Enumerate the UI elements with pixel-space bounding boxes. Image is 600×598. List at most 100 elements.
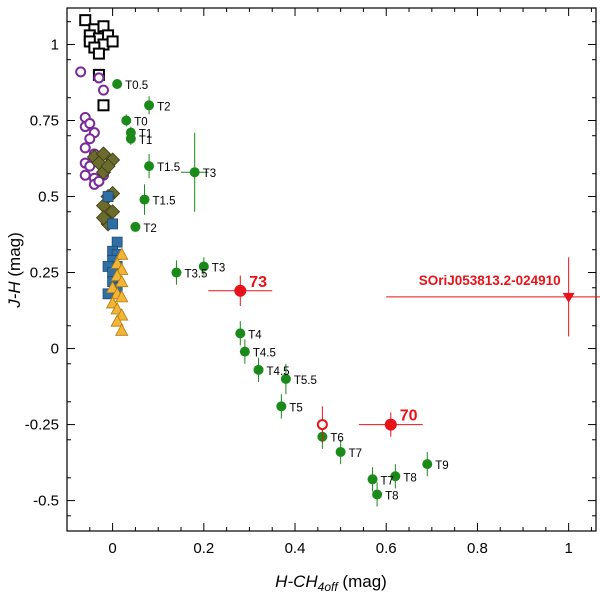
highlight-label: 70	[400, 408, 418, 425]
filled-square-point	[102, 288, 114, 300]
t-dwarf-point	[253, 364, 264, 375]
t-dwarf-label: T3	[203, 168, 216, 180]
x-tick-label: 1	[564, 540, 572, 557]
t-dwarf-point	[422, 459, 433, 470]
x-tick-label: 0.4	[285, 540, 306, 557]
t-dwarf-point	[280, 373, 291, 384]
t-dwarf-point	[139, 194, 150, 205]
x-tick-labels: 0 0.2 0.4 0.6 0.8 1	[108, 540, 572, 557]
t-dwarf-label: T5.5	[294, 375, 317, 387]
x-axis-title-unit: (mag)	[338, 572, 387, 591]
open-square-point	[97, 99, 110, 112]
y-tick-labels: -0.5 -0.25 0 0.25 0.5 0.75 1	[25, 36, 59, 509]
t-dwarf-point	[130, 221, 141, 232]
t-dwarf-label: T4.5	[253, 348, 276, 360]
open-circle-point	[93, 72, 105, 84]
t-dwarf-point	[372, 489, 383, 500]
t-dwarf-label: T1	[139, 135, 152, 147]
t-dwarf-label: T7	[349, 448, 362, 460]
y-tick-label: 0.5	[38, 189, 59, 206]
open-circle-point	[75, 66, 87, 78]
upper-limit-label: SOriJ053813.2-024910	[419, 273, 561, 288]
t-dwarf-point	[390, 471, 401, 482]
open-square-point	[79, 14, 92, 27]
t-dwarf-label: T5	[289, 402, 302, 414]
open-circle-point	[93, 175, 105, 187]
diamond-point	[100, 158, 116, 174]
t-dwarf-label: T1.5	[157, 162, 180, 174]
triangle-point	[110, 314, 124, 327]
upper-limit-point	[562, 292, 575, 303]
t-dwarf-point	[144, 100, 155, 111]
t-dwarf-point	[171, 267, 182, 278]
diamond-point	[95, 210, 112, 226]
highlight-point	[384, 418, 397, 431]
x-axis-title: H-CH4off (mag)	[275, 572, 387, 594]
filled-square-point	[102, 191, 114, 202]
t-dwarf-point	[198, 261, 209, 272]
y-axis-title: J-H (mag)	[5, 232, 24, 309]
t-dwarf-label: T7	[381, 475, 394, 487]
t-dwarf-label: T3	[212, 262, 225, 274]
data-marks	[75, 14, 600, 507]
t-dwarf-point	[112, 79, 123, 90]
t-dwarf-label: T4.5	[267, 366, 290, 378]
t-dwarf-point	[335, 446, 346, 457]
t-dwarf-label: T9	[435, 460, 448, 472]
y-tick-label: -0.25	[25, 417, 59, 434]
t-dwarf-label: T4	[248, 329, 262, 341]
filled-square-point	[107, 218, 119, 230]
x-tick-label: 0.2	[193, 540, 214, 557]
t-dwarf-label: T8	[385, 491, 398, 503]
highlight-point	[234, 284, 247, 297]
y-tick-label: 0.75	[30, 113, 59, 130]
t-dwarf-label: T1	[139, 129, 152, 141]
triangle-point	[115, 247, 129, 260]
axis-ticks	[66, 8, 596, 531]
t-dwarf-label: T2	[143, 223, 156, 235]
y-tick-label: 0.25	[30, 265, 59, 282]
highlight-open-point	[316, 419, 328, 431]
highlight-label: 73	[249, 274, 267, 291]
open-circle-point	[97, 84, 109, 96]
open-square-point	[106, 35, 119, 48]
t-dwarf-point	[121, 115, 132, 126]
open-circle-point	[79, 142, 91, 154]
y-axis-title-unit: (mag)	[5, 232, 24, 281]
x-axis-title-main: H-CH	[275, 572, 318, 591]
triangle-point	[115, 274, 129, 288]
t-dwarf-point	[189, 167, 200, 178]
t-dwarf-point	[367, 474, 378, 485]
t-dwarf-point	[125, 133, 136, 144]
t-dwarf-label: T2	[157, 101, 170, 113]
open-square-point	[92, 47, 105, 60]
t-dwarf-label: T3.5	[184, 269, 207, 281]
triangle-point	[115, 323, 129, 336]
x-axis-title-sub: 4off	[318, 580, 340, 594]
t-dwarf-point	[239, 346, 250, 357]
point-labels: T0.5T2T0T1T1T1.5T3T1.5T2T3.5T3T4T4.5T4.5…	[125, 80, 560, 502]
t-dwarf-point	[276, 401, 287, 412]
open-circle-point	[84, 133, 96, 145]
open-circle-point	[84, 118, 96, 130]
t-dwarf-label: T6	[330, 433, 343, 445]
open-circle-point	[79, 169, 91, 181]
t-dwarf-label: T1.5	[153, 196, 176, 208]
filled-square-point	[111, 236, 123, 248]
plot-frame	[66, 7, 597, 532]
x-tick-label: 0.6	[376, 540, 397, 557]
x-tick-label: 0	[108, 540, 116, 557]
t-dwarf-point	[235, 328, 246, 339]
triangle-point	[115, 290, 129, 303]
t-dwarf-label: T0.5	[125, 80, 148, 92]
y-tick-label: 1	[51, 36, 59, 53]
t-dwarf-label: T8	[403, 472, 416, 484]
open-circle-point	[84, 160, 96, 172]
y-tick-label: 0	[51, 341, 59, 358]
x-tick-label: 0.8	[467, 540, 488, 557]
y-axis-title-main: J-H	[5, 281, 24, 309]
t-dwarf-point	[144, 161, 155, 172]
y-tick-label: -0.5	[33, 493, 59, 510]
t-dwarf-label: T0	[134, 117, 147, 129]
